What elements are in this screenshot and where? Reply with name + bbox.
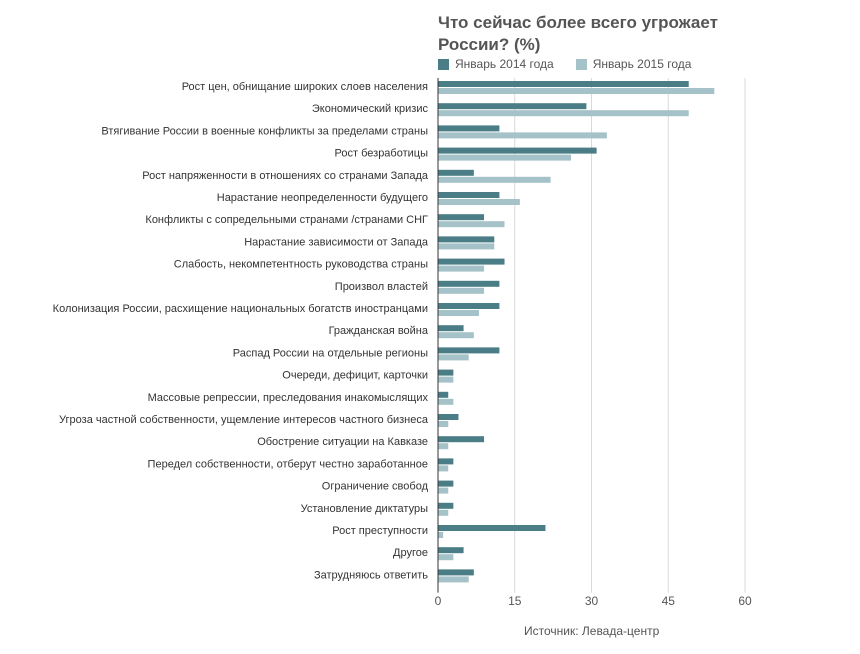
bar-2014[interactable] — [438, 236, 495, 243]
bar-2014[interactable] — [438, 325, 464, 332]
legend-item-2015[interactable]: Январь 2015 года — [575, 57, 692, 71]
category-label: Массовые репрессии, преследования инаком… — [148, 392, 429, 404]
bar-2015[interactable] — [438, 487, 449, 494]
legend-item-2014[interactable]: Январь 2014 года — [438, 57, 554, 71]
category-label: Обострение ситуации на Кавказе — [257, 436, 428, 448]
bar-2015[interactable] — [438, 287, 485, 294]
bar-2014[interactable] — [438, 258, 505, 265]
bar-2015[interactable] — [438, 421, 449, 427]
category-label: Другое — [393, 547, 428, 559]
bar-2015[interactable] — [438, 310, 479, 316]
legend-swatch-2014 — [438, 58, 449, 70]
bar-2015[interactable] — [438, 221, 505, 228]
legend: Январь 2014 года Январь 2015 года — [438, 57, 713, 71]
bar-2014[interactable] — [438, 525, 546, 531]
bar-2015[interactable] — [438, 576, 469, 583]
x-tick-label: 0 — [435, 594, 442, 608]
x-tick-label: 60 — [738, 594, 752, 608]
bar-2014[interactable] — [438, 214, 485, 221]
x-tick-label: 30 — [585, 594, 599, 608]
category-label: Рост преступности — [332, 525, 428, 537]
bar-2015[interactable] — [438, 465, 449, 472]
category-label: Передел собственности, отберут честно за… — [148, 458, 428, 470]
bar-2015[interactable] — [438, 443, 449, 450]
bar-2015[interactable] — [438, 532, 444, 538]
category-label: Конфликты с сопредельными странами /стра… — [145, 214, 428, 226]
bar-2015[interactable] — [438, 243, 495, 250]
bar-2014[interactable] — [438, 303, 500, 309]
source-note: Источник: Левада-центр — [524, 624, 660, 638]
bar-2015[interactable] — [438, 88, 715, 94]
bar-2015[interactable] — [438, 376, 454, 383]
bar-2014[interactable] — [438, 547, 464, 554]
legend-label-2015: Январь 2015 года — [592, 57, 692, 71]
category-label: Слабость, некомпетентность руководства с… — [174, 259, 428, 271]
category-label: Ограничение свобод — [322, 481, 429, 493]
chart-title: Что сейчас более всего угрожает России? … — [438, 13, 718, 54]
category-label: Колонизация России, расхищение националь… — [53, 303, 428, 315]
bar-2014[interactable] — [438, 436, 485, 443]
bar-2014[interactable] — [438, 414, 459, 420]
category-label: Распад России на отдельные регионы — [233, 347, 428, 359]
category-label: Нарастание неопределенности будущего — [217, 192, 428, 204]
bar-2015[interactable] — [438, 154, 572, 161]
bar-2015[interactable] — [438, 354, 469, 361]
bar-2014[interactable] — [438, 169, 474, 176]
category-label: Втягивание России в военные конфликты за… — [101, 125, 428, 137]
x-tick-label: 45 — [662, 594, 676, 608]
category-label: Гражданская война — [329, 325, 429, 337]
bar-2014[interactable] — [438, 458, 454, 465]
bar-2015[interactable] — [438, 332, 474, 339]
bar-2015[interactable] — [438, 554, 454, 561]
category-label: Затрудняюсь ответить — [314, 569, 428, 581]
category-label: Установление диктатуры — [301, 503, 428, 515]
bar-2015[interactable] — [438, 199, 520, 205]
bar-2015[interactable] — [438, 110, 689, 117]
category-label: Рост цен, обнищание широких слоев населе… — [182, 81, 428, 93]
category-label: Очереди, дефицит, карточки — [282, 370, 428, 382]
bar-2014[interactable] — [438, 480, 454, 487]
bar-2014[interactable] — [438, 347, 500, 354]
bar-2015[interactable] — [438, 509, 449, 516]
bar-2014[interactable] — [438, 369, 454, 376]
bar-2014[interactable] — [438, 192, 500, 198]
bar-2015[interactable] — [438, 265, 485, 272]
bar-2015[interactable] — [438, 398, 454, 405]
bar-2014[interactable] — [438, 569, 474, 576]
legend-swatch-2015 — [575, 58, 587, 70]
bar-2014[interactable] — [438, 125, 500, 132]
category-label: Произвол властей — [335, 281, 428, 293]
category-label: Экономический кризис — [312, 103, 429, 115]
legend-label-2014: Январь 2014 года — [455, 57, 554, 71]
bar-2014[interactable] — [438, 81, 689, 87]
category-label: Угроза частной собственности, ущемление … — [59, 414, 429, 426]
bar-2014[interactable] — [438, 103, 587, 110]
category-label: Рост безработицы — [335, 148, 429, 160]
category-label: Нарастание зависимости от Запада — [244, 236, 429, 248]
bar-2014[interactable] — [438, 147, 597, 154]
bar-2014[interactable] — [438, 502, 454, 509]
bar-2014[interactable] — [438, 391, 449, 398]
category-label: Рост напряженности в отношениях со стран… — [142, 170, 429, 182]
bar-2015[interactable] — [438, 132, 607, 139]
bar-2015[interactable] — [438, 176, 551, 183]
bar-2014[interactable] — [438, 280, 500, 287]
x-tick-label: 15 — [508, 594, 522, 608]
